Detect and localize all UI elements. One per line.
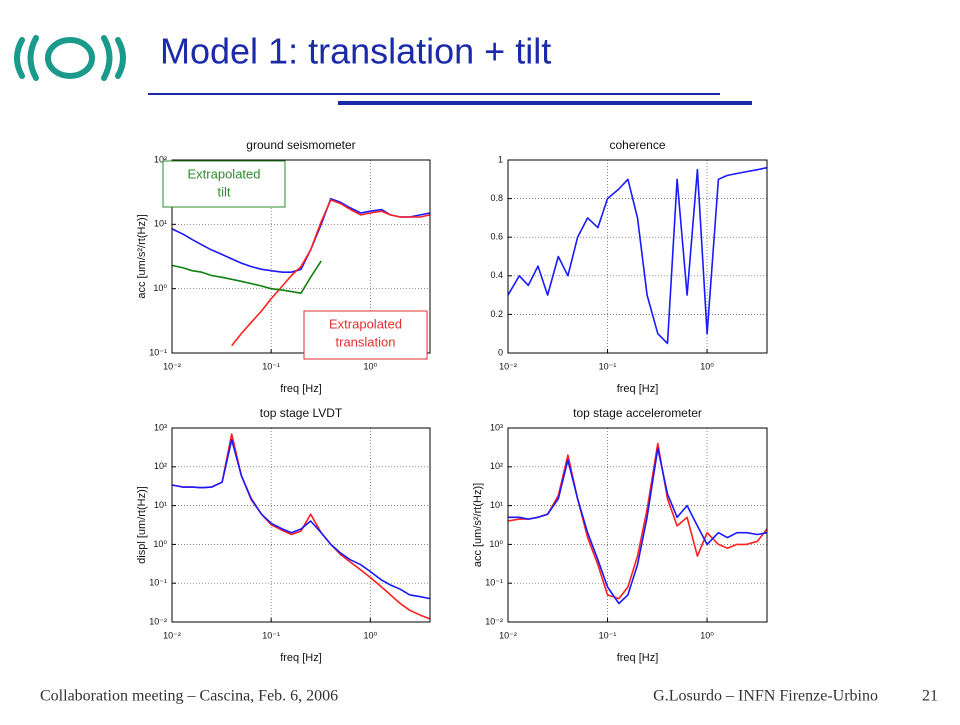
chart-title: top stage accelerometer	[573, 406, 702, 420]
x-tick-label: 10⁰	[700, 630, 714, 640]
series-line	[508, 447, 768, 605]
y-tick-label: 10²	[154, 154, 167, 164]
x-tick-label: 10⁻¹	[262, 361, 280, 371]
y-tick-label: 10¹	[490, 500, 503, 510]
annotation: Extrapolated	[188, 166, 261, 181]
plot-frame	[507, 427, 768, 623]
y-tick-label: 0.6	[490, 232, 503, 242]
chart: top stage LVDT freq [Hz] displ [um/rt(Hz)]…	[136, 406, 431, 664]
plot-area	[508, 428, 767, 622]
slide-title: Model 1: translation + tilt	[160, 31, 551, 72]
chart-title: coherence	[609, 138, 665, 152]
chart: top stage accelerometer freq [Hz] acc [um/…	[472, 406, 768, 664]
plot-area	[172, 428, 430, 622]
annotation-box	[162, 160, 286, 208]
chart: coherence freq [Hz] 10⁻² 10⁻¹ 10⁰ 0 0.2 0.4 0.6 0…	[490, 138, 768, 395]
y-tick-label: 10¹	[154, 219, 167, 229]
y-tick-label: 10³	[490, 422, 503, 432]
y-tick-label: 10⁰	[489, 539, 503, 549]
logo-arc	[115, 37, 126, 79]
logo-arc	[101, 35, 113, 81]
annotation: tilt	[218, 184, 231, 199]
x-tick-label: 10⁻²	[163, 630, 181, 640]
page-number: 21	[922, 688, 938, 705]
x-axis-label: freq [Hz]	[617, 383, 659, 395]
plot-area	[508, 160, 767, 353]
x-tick-label: 10⁻¹	[599, 630, 617, 640]
series-line	[507, 166, 768, 345]
y-tick-label: 10⁻¹	[149, 578, 167, 588]
y-tick-label: 10⁻²	[485, 616, 503, 626]
y-tick-label: 10³	[154, 422, 167, 432]
y-axis-label: acc [um/s²/rt(Hz)]	[472, 483, 484, 567]
chart-title: ground seismometer	[246, 138, 355, 152]
y-tick-label: 10¹	[154, 500, 167, 510]
logo-ring	[45, 37, 95, 79]
y-tick-label: 10⁰	[153, 539, 167, 549]
annotation: Extrapolated	[329, 316, 402, 331]
x-tick-label: 10⁰	[700, 361, 714, 371]
x-tick-label: 10⁰	[363, 361, 377, 371]
y-tick-label: 10⁻²	[149, 616, 167, 626]
x-tick-label: 10⁻¹	[262, 630, 280, 640]
y-axis-label: displ [um/rt(Hz)]	[136, 486, 148, 564]
logo	[14, 35, 126, 81]
y-tick-label: 1	[498, 154, 503, 164]
series-line	[171, 260, 322, 294]
plot-frame	[171, 159, 431, 354]
logo-arc	[27, 35, 39, 81]
x-axis-label: freq [Hz]	[280, 383, 322, 395]
y-tick-label: 0.4	[490, 270, 503, 280]
y-tick-label: 10²	[490, 461, 503, 471]
y-tick-label: 10²	[154, 461, 167, 471]
y-tick-label: 10⁰	[153, 283, 167, 293]
x-tick-label: 10⁻²	[499, 361, 517, 371]
annotation: translation	[336, 334, 396, 349]
plot-frame	[171, 427, 431, 623]
chart: ground seismometer freq [Hz] acc [um/s²/rt…	[136, 138, 431, 395]
y-tick-label: 0.8	[490, 193, 503, 203]
chart-title: top stage LVDT	[260, 406, 343, 420]
x-tick-label: 10⁻²	[163, 361, 181, 371]
footer-left: Collaboration meeting – Cascina, Feb. 6,…	[40, 688, 338, 705]
y-tick-label: 10⁻¹	[149, 347, 167, 357]
y-tick-label: 10⁻¹	[485, 578, 503, 588]
plot-frame	[507, 159, 768, 354]
x-tick-label: 10⁻²	[499, 630, 517, 640]
annotation-box	[303, 310, 428, 360]
y-tick-label: 0	[498, 347, 503, 357]
series-line	[171, 438, 431, 600]
footer-right: G.Losurdo – INFN Firenze-Urbino	[653, 688, 878, 705]
y-tick-label: 0.2	[490, 309, 503, 319]
x-tick-label: 10⁰	[363, 630, 377, 640]
x-tick-label: 10⁻¹	[599, 361, 617, 371]
series-line	[231, 199, 431, 347]
logo-arc	[14, 37, 25, 79]
x-axis-label: freq [Hz]	[280, 652, 322, 664]
y-axis-label: acc [um/s²/rt(Hz)]	[136, 214, 148, 298]
x-axis-label: freq [Hz]	[617, 652, 659, 664]
